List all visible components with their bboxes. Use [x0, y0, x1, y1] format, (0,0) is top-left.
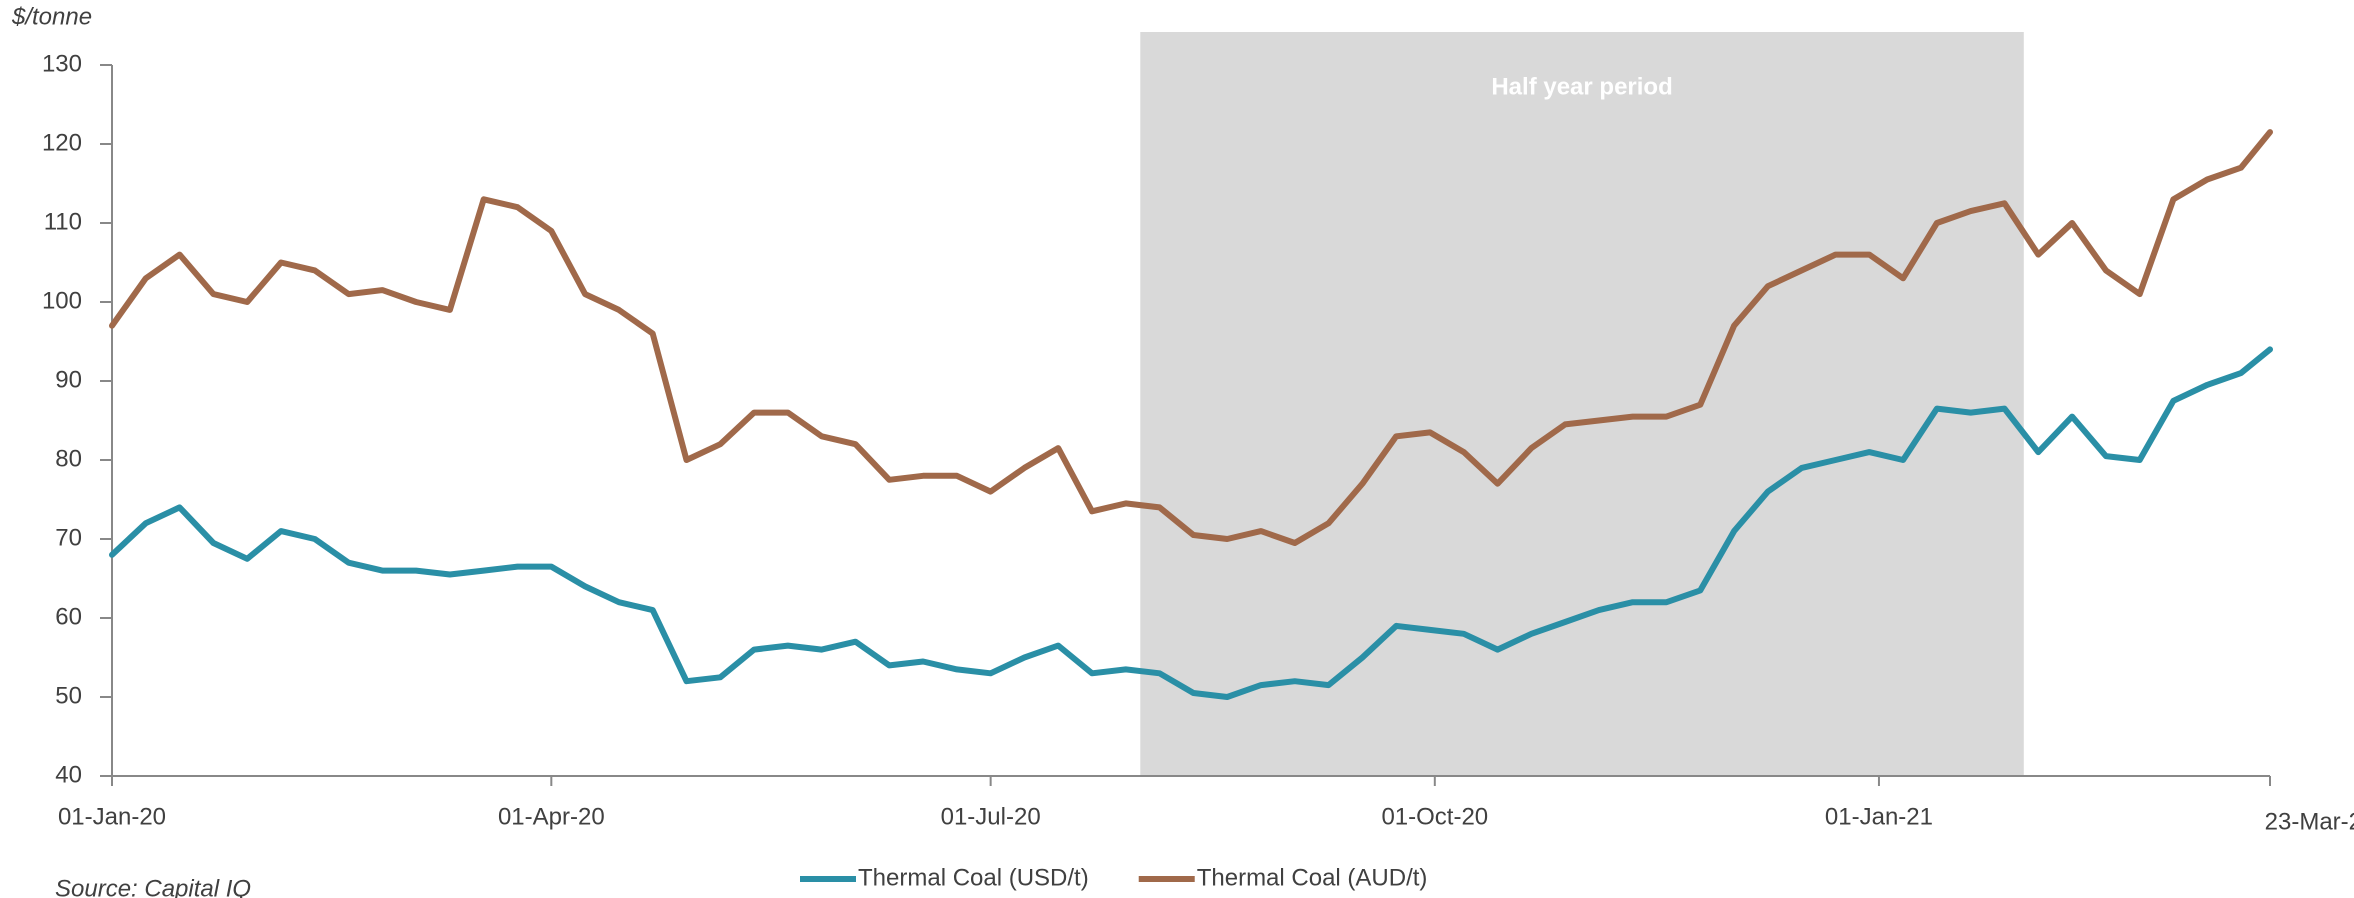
- y-tick-label: 80: [55, 445, 82, 472]
- source-note: Source: Capital IQ: [55, 875, 251, 898]
- x-tick-label: 23-Mar-20: [2265, 808, 2354, 835]
- y-tick-label: 50: [55, 682, 82, 709]
- legend-label: Thermal Coal (AUD/t): [1197, 864, 1428, 891]
- y-axis-label: $/tonne: [11, 3, 92, 30]
- y-tick-label: 60: [55, 603, 82, 630]
- x-tick-label: 01-Jul-20: [941, 803, 1041, 830]
- x-tick-label: 01-Oct-20: [1381, 803, 1488, 830]
- legend-label: Thermal Coal (USD/t): [858, 864, 1089, 891]
- y-tick-label: 130: [42, 50, 82, 77]
- shaded-region: [1140, 32, 2024, 776]
- x-tick-label: 01-Apr-20: [498, 803, 605, 830]
- series-line: [109, 346, 2273, 700]
- y-tick-label: 100: [42, 287, 82, 314]
- y-tick-label: 40: [55, 761, 82, 788]
- y-tick-label: 70: [55, 524, 82, 551]
- x-tick-label: 01-Jan-21: [1825, 803, 1933, 830]
- y-tick-label: 110: [44, 208, 82, 235]
- shaded-region-label: Half year period: [1491, 73, 1672, 100]
- series-line: [109, 129, 2273, 546]
- y-tick-label: 120: [42, 129, 82, 156]
- x-tick-label: 01-Jan-20: [58, 803, 166, 830]
- y-tick-label: 90: [55, 366, 82, 393]
